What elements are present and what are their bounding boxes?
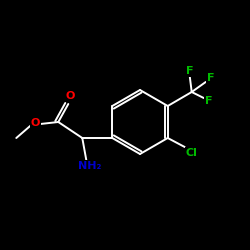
Text: O: O [30, 118, 40, 128]
Text: F: F [207, 73, 214, 83]
Text: F: F [205, 96, 212, 106]
Text: Cl: Cl [186, 148, 198, 158]
Text: F: F [186, 66, 194, 76]
Text: NH₂: NH₂ [78, 161, 101, 171]
Text: O: O [66, 91, 75, 101]
